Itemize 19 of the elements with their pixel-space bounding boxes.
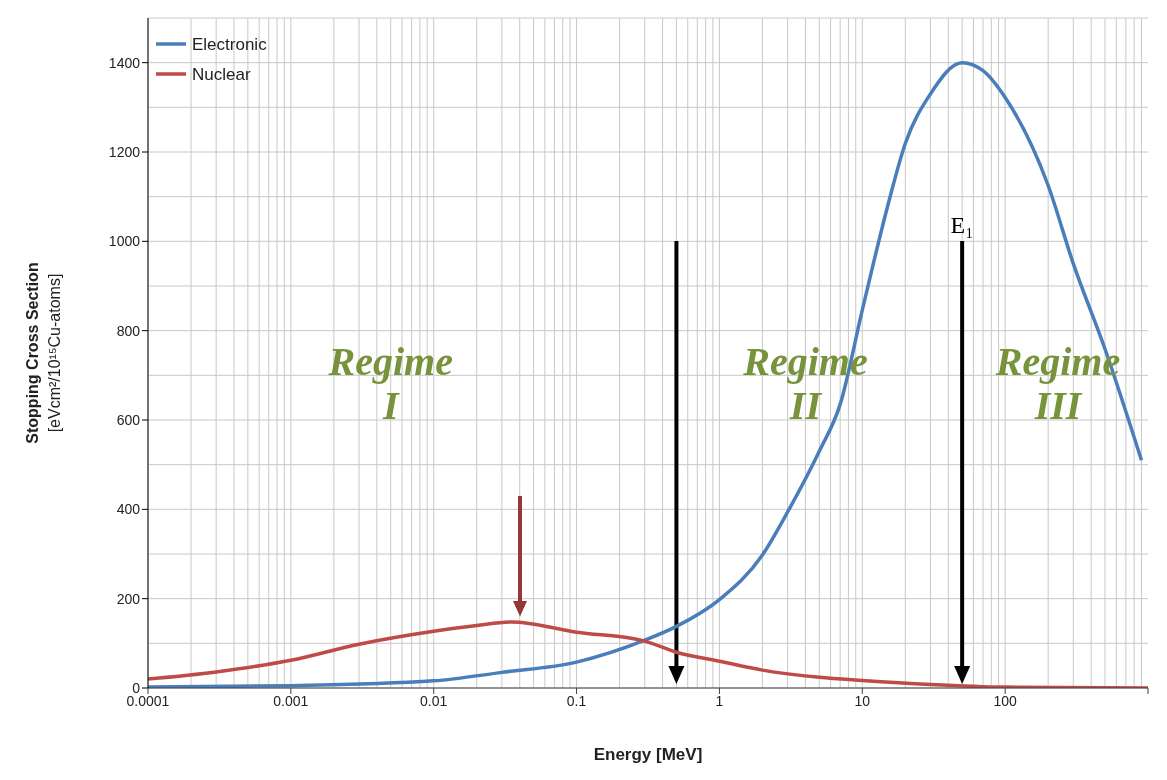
y-tick-label: 1000 [108,233,141,250]
ref-line-label: E₁ [950,212,974,239]
legend-label: Nuclear [192,65,251,84]
y-tick-label: 800 [116,322,141,339]
y-axis-title: Stopping Cross Section [eVcm²/10¹⁵Cu-atoms] [24,262,63,444]
y-tick-label: 200 [116,590,141,607]
x-tick-label: 0.01 [420,692,448,709]
y-tick-label: 1400 [108,54,141,71]
x-tick-label: 1 [715,692,724,709]
legend-label: Electronic [192,35,268,54]
x-axis-title: Energy [MeV] [593,745,703,764]
y-tick-label: 400 [116,501,141,518]
y-tick-label: 1200 [108,143,141,160]
annotation: Regime I [327,339,453,429]
y-tick-label: 600 [116,411,141,428]
x-tick-label: 10 [854,692,871,709]
x-tick-label: 0.1 [566,692,587,709]
x-tick-label: 100 [993,692,1018,709]
x-tick-label: 0.001 [273,692,309,709]
